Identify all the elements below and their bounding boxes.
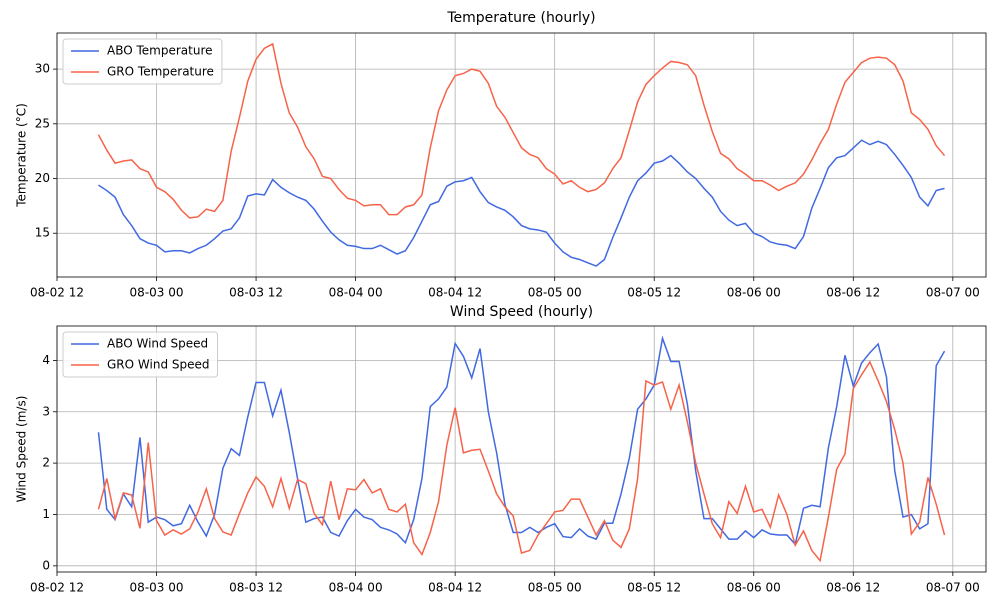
x-tick-label: 08-04 00 (329, 581, 383, 595)
y-tick-label: 30 (35, 62, 50, 76)
x-tick-label: 08-05 12 (627, 286, 681, 300)
legend-frame (62, 38, 223, 85)
legend: ABO Wind Speed GRO Wind Speed (62, 331, 218, 378)
y-tick-label: 0 (42, 558, 50, 572)
x-tick-label: 08-05 12 (627, 581, 681, 595)
x-tick-label: 08-02 12 (30, 581, 84, 595)
x-tick-label: 08-06 00 (727, 286, 781, 300)
y-axis-label: Wind Speed (m/s) (15, 396, 29, 503)
y-axis-label: Temperature (°C) (15, 103, 29, 208)
plot-frame (56, 32, 987, 278)
x-tick-label: 08-05 00 (528, 286, 582, 300)
legend: ABO Temperature GRO Temperature (62, 38, 223, 85)
x-tick-label: 08-02 12 (30, 286, 84, 300)
x-tick-label: 08-04 12 (428, 286, 482, 300)
x-tick-label: 08-03 12 (229, 581, 283, 595)
series-line (97, 360, 946, 563)
plot-frame (56, 325, 987, 573)
legend-label: ABO Wind Speed (107, 337, 208, 351)
x-tick-label: 08-06 00 (727, 581, 781, 595)
y-tick-label: 25 (35, 116, 50, 130)
legend-frame (62, 331, 218, 378)
legend-label: GRO Temperature (107, 65, 214, 79)
y-tick-label: 20 (35, 171, 50, 185)
y-tick-label: 4 (42, 353, 50, 367)
x-tick-label: 08-04 00 (329, 286, 383, 300)
legend-label: ABO Temperature (107, 44, 213, 58)
x-tick-label: 08-05 00 (528, 581, 582, 595)
y-tick-label: 2 (42, 456, 50, 470)
x-tick-label: 08-06 12 (826, 581, 880, 595)
x-tick-label: 08-07 00 (926, 581, 980, 595)
x-tick-label: 08-03 12 (229, 286, 283, 300)
y-tick-label: 1 (42, 507, 50, 521)
x-tick-label: 08-03 00 (130, 286, 184, 300)
x-tick-label: 08-04 12 (428, 581, 482, 595)
series-line (98, 139, 945, 267)
series-line (97, 335, 946, 546)
y-tick-label: 3 (42, 404, 50, 418)
chart-title: Temperature (hourly) (446, 10, 595, 26)
x-tick-label: 08-07 00 (926, 286, 980, 300)
y-tick-label: 15 (35, 226, 50, 240)
legend-label: GRO Wind Speed (107, 358, 210, 372)
series-line (97, 42, 946, 219)
chart-title: Wind Speed (hourly) (450, 304, 593, 320)
x-tick-label: 08-03 00 (130, 581, 184, 595)
x-tick-label: 08-06 12 (826, 286, 880, 300)
